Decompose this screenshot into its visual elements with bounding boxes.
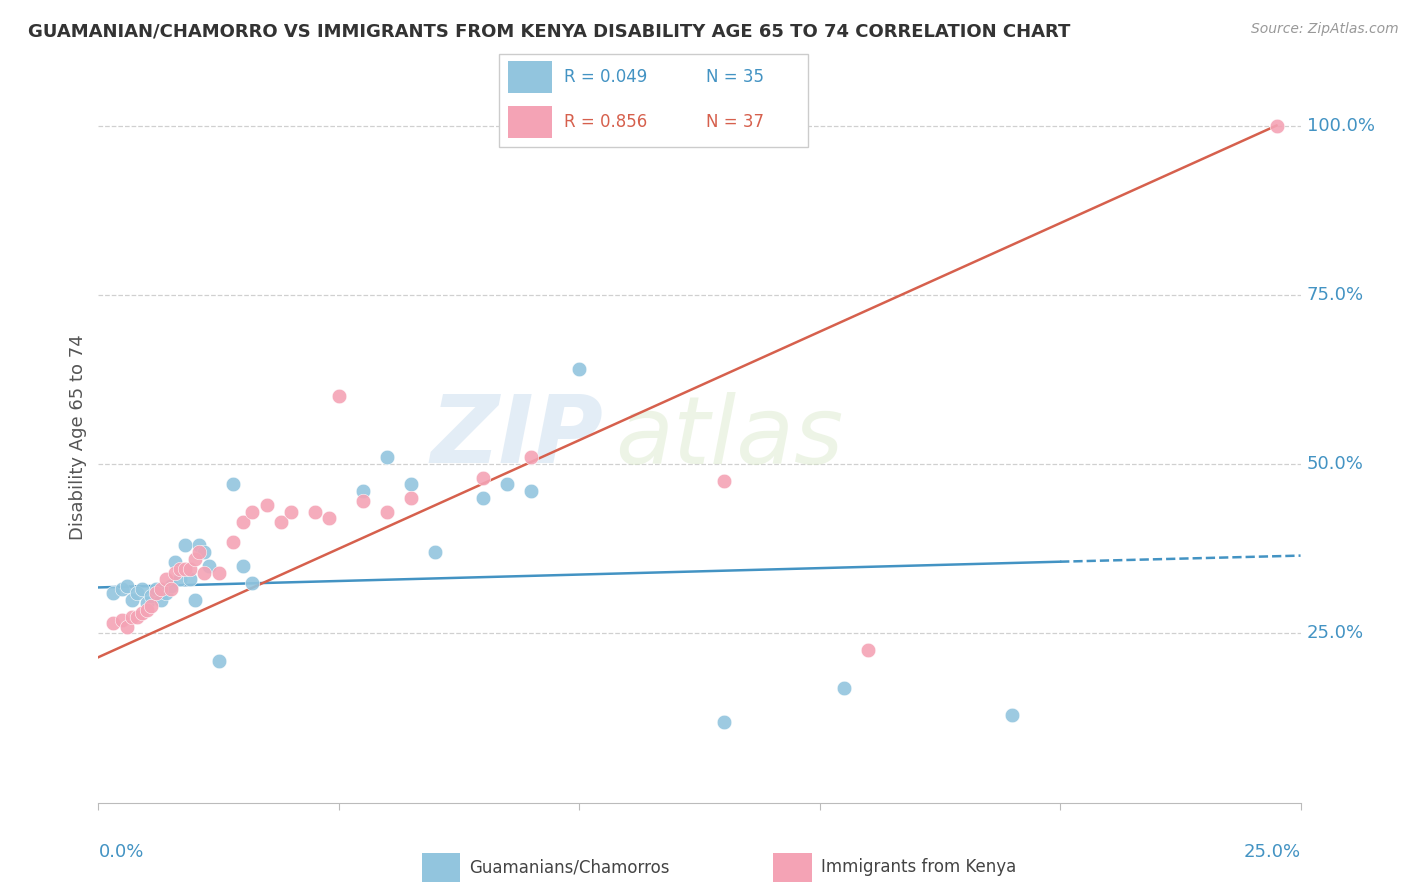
Point <box>111 582 134 597</box>
Text: atlas: atlas <box>616 392 844 483</box>
Point <box>304 505 326 519</box>
Point <box>101 616 124 631</box>
Point <box>256 498 278 512</box>
Bar <box>773 854 813 881</box>
Point <box>328 389 350 403</box>
Point <box>183 552 205 566</box>
Text: 25.0%: 25.0% <box>1243 843 1301 861</box>
Point <box>713 714 735 729</box>
Point <box>183 592 205 607</box>
Text: 50.0%: 50.0% <box>1306 455 1364 473</box>
Point <box>179 572 201 586</box>
Point <box>375 505 398 519</box>
Point <box>568 362 591 376</box>
Point <box>174 562 197 576</box>
Text: GUAMANIAN/CHAMORRO VS IMMIGRANTS FROM KENYA DISABILITY AGE 65 TO 74 CORRELATION : GUAMANIAN/CHAMORRO VS IMMIGRANTS FROM KE… <box>28 22 1070 40</box>
Point <box>222 535 245 549</box>
Point <box>149 582 172 597</box>
Text: Source: ZipAtlas.com: Source: ZipAtlas.com <box>1251 22 1399 37</box>
Text: ZIP: ZIP <box>430 391 603 483</box>
Text: Guamanians/Chamorros: Guamanians/Chamorros <box>470 858 671 877</box>
Text: 25.0%: 25.0% <box>1306 624 1364 642</box>
Point <box>145 582 167 597</box>
Bar <box>509 106 551 138</box>
Point <box>165 566 187 580</box>
Point <box>208 654 231 668</box>
Point <box>135 603 157 617</box>
Point <box>520 484 543 499</box>
Point <box>352 494 374 508</box>
Point <box>375 450 398 465</box>
Point <box>111 613 134 627</box>
Point <box>117 620 139 634</box>
Point <box>188 545 211 559</box>
Point <box>174 538 197 552</box>
Text: R = 0.856: R = 0.856 <box>564 113 647 131</box>
Point <box>198 558 221 573</box>
Point <box>318 511 340 525</box>
Point <box>193 566 215 580</box>
Point <box>1265 119 1288 133</box>
Point <box>240 505 263 519</box>
Point <box>520 450 543 465</box>
Point <box>423 545 446 559</box>
Point <box>101 586 124 600</box>
Text: 75.0%: 75.0% <box>1306 285 1364 304</box>
Point <box>125 586 148 600</box>
Bar <box>422 854 461 881</box>
Point <box>165 555 187 569</box>
Point <box>193 545 215 559</box>
Point <box>149 592 172 607</box>
Point <box>232 515 254 529</box>
Point <box>713 474 735 488</box>
Point <box>141 589 163 603</box>
Point <box>169 562 191 576</box>
FancyBboxPatch shape <box>499 54 808 147</box>
Y-axis label: Disability Age 65 to 74: Disability Age 65 to 74 <box>69 334 87 540</box>
Point <box>1001 707 1024 722</box>
Point <box>179 562 201 576</box>
Point <box>856 643 879 657</box>
Point <box>240 575 263 590</box>
Point <box>169 572 191 586</box>
Point <box>125 609 148 624</box>
Point <box>232 558 254 573</box>
Point <box>155 572 177 586</box>
Text: 100.0%: 100.0% <box>1306 117 1375 135</box>
Point <box>117 579 139 593</box>
Point <box>135 596 157 610</box>
Text: 0.0%: 0.0% <box>98 843 143 861</box>
Point <box>131 606 153 620</box>
Bar <box>509 61 551 93</box>
Point <box>131 582 153 597</box>
Point <box>208 566 231 580</box>
Point <box>159 579 181 593</box>
Text: R = 0.049: R = 0.049 <box>564 68 647 86</box>
Point <box>280 505 302 519</box>
Point <box>472 491 495 505</box>
Point <box>352 484 374 499</box>
Point <box>121 609 143 624</box>
Point <box>399 477 422 491</box>
Point <box>399 491 422 505</box>
Point <box>141 599 163 614</box>
Point <box>832 681 855 695</box>
Point <box>155 586 177 600</box>
Point <box>222 477 245 491</box>
Point <box>121 592 143 607</box>
Text: Immigrants from Kenya: Immigrants from Kenya <box>821 858 1017 877</box>
Point <box>270 515 292 529</box>
Point <box>472 471 495 485</box>
Point <box>496 477 519 491</box>
Point <box>159 582 181 597</box>
Text: N = 37: N = 37 <box>706 113 765 131</box>
Point <box>145 586 167 600</box>
Point <box>188 538 211 552</box>
Text: N = 35: N = 35 <box>706 68 765 86</box>
